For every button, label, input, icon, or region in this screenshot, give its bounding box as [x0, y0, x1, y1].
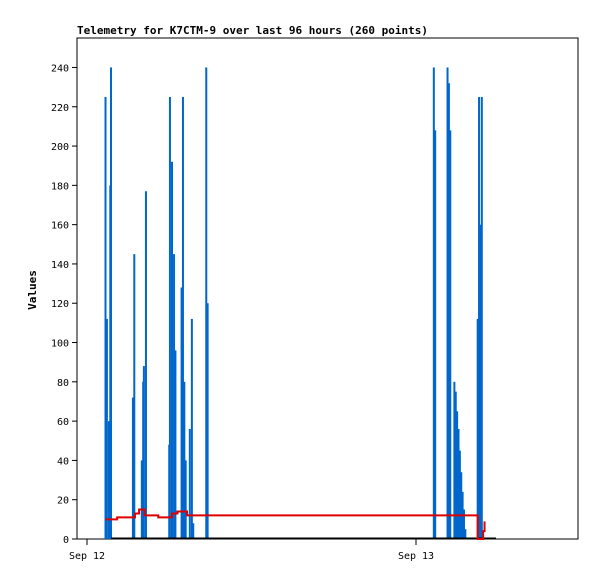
y-axis-label: Values: [26, 270, 39, 310]
bar: [181, 96, 184, 540]
y-tick-label: 60: [57, 417, 69, 428]
plot-frame: [76, 37, 579, 540]
y-tick-label: 180: [51, 181, 69, 192]
bar: [170, 161, 173, 539]
x-tick-label: Sep 12: [69, 551, 105, 562]
y-axis: 0 20 40 60 80 100 120 140 160 180 200 220 240: [51, 63, 77, 546]
y-tick-label: 0: [63, 535, 69, 546]
bar: [458, 450, 461, 539]
y-tick-label: 120: [51, 299, 69, 310]
bar: [188, 428, 191, 539]
y-tick-label: 100: [51, 339, 69, 350]
bar: [192, 523, 195, 539]
bar: [456, 411, 459, 539]
y-tick-label: 80: [57, 378, 69, 389]
y-tick-label: 220: [51, 103, 69, 114]
bar: [464, 529, 467, 539]
bar: [205, 67, 208, 540]
bar: [131, 397, 134, 539]
bar: [184, 460, 187, 539]
bar: [190, 318, 193, 539]
bar: [183, 381, 186, 539]
bar: [432, 67, 435, 540]
bar: [449, 130, 452, 539]
bar: [168, 96, 171, 540]
bar: [206, 303, 209, 539]
bar: [454, 391, 457, 539]
y-tick-label: 240: [51, 63, 69, 74]
bar: [480, 96, 483, 540]
bar: [174, 350, 177, 539]
line-series: [105, 508, 486, 540]
y-tick-label: 200: [51, 142, 69, 153]
bar: [144, 191, 147, 539]
chart-title: Telemetry for K7CTM-9 over last 96 hours…: [77, 24, 428, 37]
bar: [133, 254, 136, 539]
y-tick-label: 140: [51, 260, 69, 271]
bar: [457, 428, 460, 539]
bar: [140, 460, 143, 539]
bar: [447, 83, 450, 539]
bar: [109, 67, 112, 540]
bar: [173, 254, 176, 539]
bar: [105, 318, 108, 539]
bar: [180, 287, 183, 539]
bar: [460, 472, 463, 539]
bar: [104, 96, 107, 540]
bar: [478, 96, 481, 540]
x-tick-label: Sep 13: [398, 551, 434, 562]
bar: [479, 224, 482, 539]
y-tick-label: 40: [57, 456, 69, 467]
bar: [446, 67, 449, 540]
bar: [476, 318, 479, 539]
bar: [434, 130, 437, 539]
bar: [453, 381, 456, 539]
x-axis: Sep 12 Sep 13: [69, 539, 434, 562]
bar: [107, 421, 110, 539]
y-tick-label: 20: [57, 496, 69, 507]
bar: [462, 509, 465, 539]
bar-series: [104, 67, 483, 540]
bar: [142, 366, 145, 539]
y-tick-label: 160: [51, 221, 69, 232]
